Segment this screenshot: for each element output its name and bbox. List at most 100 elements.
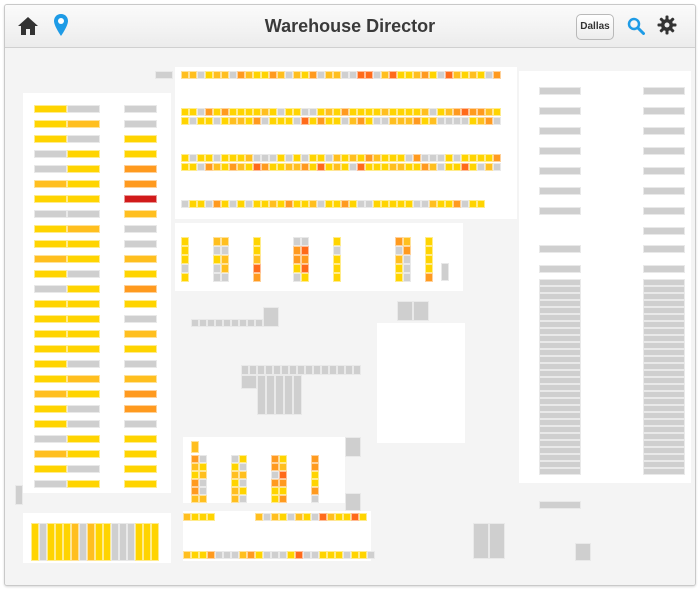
storage-bin[interactable]: [245, 117, 253, 125]
storage-bin[interactable]: [119, 523, 127, 561]
storage-bin[interactable]: [293, 255, 301, 264]
storage-bin[interactable]: [643, 377, 685, 384]
storage-bin[interactable]: [469, 200, 477, 208]
storage-bin[interactable]: [539, 419, 581, 426]
storage-bin[interactable]: [397, 200, 405, 208]
storage-bin[interactable]: [477, 163, 485, 171]
storage-bin[interactable]: [239, 455, 247, 463]
storage-bin[interactable]: [325, 117, 333, 125]
storage-bin[interactable]: [643, 447, 685, 454]
storage-bin[interactable]: [67, 390, 100, 398]
storage-bin[interactable]: [643, 419, 685, 426]
storage-bin[interactable]: [245, 200, 253, 208]
storage-bin[interactable]: [277, 71, 285, 79]
storage-bin[interactable]: [237, 117, 245, 125]
storage-bin[interactable]: [269, 163, 277, 171]
storage-bin[interactable]: [34, 375, 67, 383]
storage-bin[interactable]: [261, 71, 269, 79]
storage-bin[interactable]: [261, 117, 269, 125]
storage-bin[interactable]: [461, 108, 469, 116]
storage-bin[interactable]: [221, 117, 229, 125]
storage-bin[interactable]: [301, 264, 309, 273]
storage-bin[interactable]: [253, 200, 261, 208]
storage-bin[interactable]: [293, 246, 301, 255]
storage-bin[interactable]: [34, 270, 67, 278]
storage-bin[interactable]: [67, 285, 100, 293]
storage-bin[interactable]: [285, 200, 293, 208]
storage-bin[interactable]: [124, 225, 157, 233]
storage-bin[interactable]: [311, 513, 319, 521]
storage-bin[interactable]: [373, 71, 381, 79]
storage-bin[interactable]: [397, 154, 405, 162]
storage-bin[interactable]: [333, 154, 341, 162]
storage-bin[interactable]: [15, 485, 23, 505]
storage-bin[interactable]: [191, 463, 199, 471]
storage-bin[interactable]: [223, 319, 231, 327]
storage-bin[interactable]: [335, 551, 343, 559]
storage-bin[interactable]: [205, 163, 213, 171]
storage-bin[interactable]: [239, 495, 247, 503]
storage-bin[interactable]: [279, 487, 287, 495]
location-pin-icon[interactable]: [53, 13, 69, 37]
storage-bin[interactable]: [181, 264, 189, 273]
storage-bin[interactable]: [229, 200, 237, 208]
storage-bin[interactable]: [67, 465, 100, 473]
storage-bin[interactable]: [461, 200, 469, 208]
storage-bin[interactable]: [124, 135, 157, 143]
storage-bin[interactable]: [253, 264, 261, 273]
storage-bin[interactable]: [493, 117, 501, 125]
storage-bin[interactable]: [485, 108, 493, 116]
storage-bin[interactable]: [271, 495, 279, 503]
storage-bin[interactable]: [351, 513, 359, 521]
storage-bin[interactable]: [285, 117, 293, 125]
storage-bin[interactable]: [215, 551, 223, 559]
storage-bin[interactable]: [437, 154, 445, 162]
storage-bin[interactable]: [253, 237, 261, 246]
storage-bin[interactable]: [445, 117, 453, 125]
storage-bin[interactable]: [325, 163, 333, 171]
storage-bin[interactable]: [317, 154, 325, 162]
storage-bin[interactable]: [279, 463, 287, 471]
storage-bin[interactable]: [213, 255, 221, 264]
storage-bin[interactable]: [39, 523, 47, 561]
storage-bin[interactable]: [205, 200, 213, 208]
storage-bin[interactable]: [229, 71, 237, 79]
storage-bin[interactable]: [295, 551, 303, 559]
storage-bin[interactable]: [237, 200, 245, 208]
storage-bin[interactable]: [67, 120, 100, 128]
storage-bin[interactable]: [329, 365, 337, 375]
storage-bin[interactable]: [643, 286, 685, 293]
storage-bin[interactable]: [34, 480, 67, 488]
storage-bin[interactable]: [293, 117, 301, 125]
storage-bin[interactable]: [413, 71, 421, 79]
storage-bin[interactable]: [253, 117, 261, 125]
storage-bin[interactable]: [643, 227, 685, 235]
storage-bin[interactable]: [155, 71, 173, 79]
storage-bin[interactable]: [191, 513, 199, 521]
storage-bin[interactable]: [389, 108, 397, 116]
storage-bin[interactable]: [351, 551, 359, 559]
storage-bin[interactable]: [67, 105, 100, 113]
storage-bin[interactable]: [643, 328, 685, 335]
storage-bin[interactable]: [34, 255, 67, 263]
storage-bin[interactable]: [255, 551, 263, 559]
storage-bin[interactable]: [191, 455, 199, 463]
storage-bin[interactable]: [67, 210, 100, 218]
storage-bin[interactable]: [381, 108, 389, 116]
storage-bin[interactable]: [437, 108, 445, 116]
storage-bin[interactable]: [189, 163, 197, 171]
storage-bin[interactable]: [255, 319, 263, 327]
storage-bin[interactable]: [493, 108, 501, 116]
storage-bin[interactable]: [215, 319, 223, 327]
storage-bin[interactable]: [311, 479, 319, 487]
storage-bin[interactable]: [333, 273, 341, 282]
storage-bin[interactable]: [429, 163, 437, 171]
storage-bin[interactable]: [67, 330, 100, 338]
storage-bin[interactable]: [343, 513, 351, 521]
storage-bin[interactable]: [333, 108, 341, 116]
storage-bin[interactable]: [311, 495, 319, 503]
storage-bin[interactable]: [199, 471, 207, 479]
storage-bin[interactable]: [124, 345, 157, 353]
storage-bin[interactable]: [437, 117, 445, 125]
storage-bin[interactable]: [539, 426, 581, 433]
